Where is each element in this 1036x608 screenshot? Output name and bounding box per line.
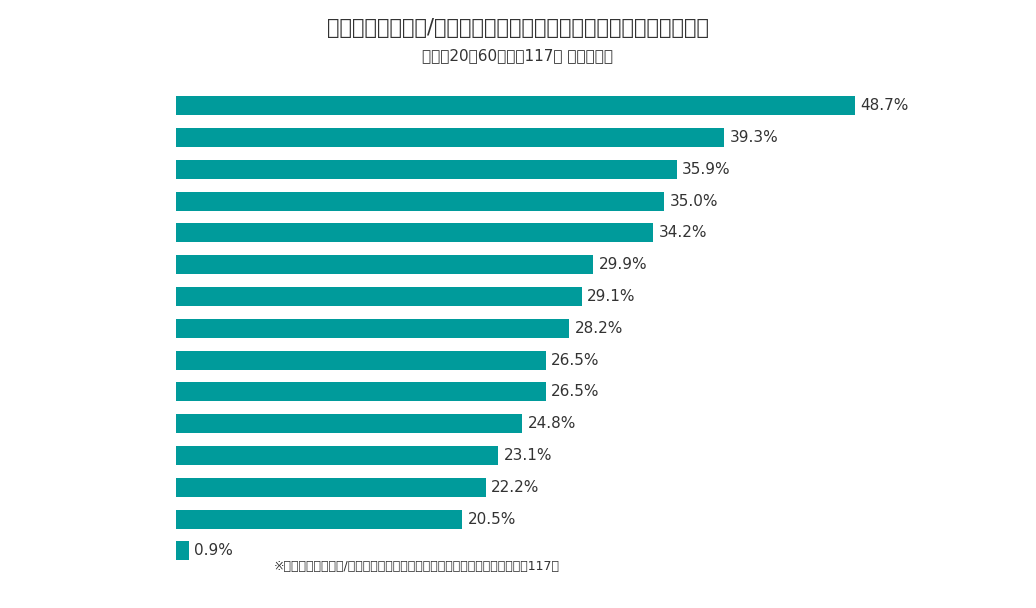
Bar: [176, 351, 546, 370]
Text: 短鎖脂肪酸の摂取/産生によってどのような効果を実感していますか: 短鎖脂肪酸の摂取/産生によってどのような効果を実感していますか: [327, 18, 709, 38]
Text: 39.3%: 39.3%: [729, 130, 778, 145]
Bar: [176, 446, 498, 465]
Bar: [176, 223, 653, 243]
Bar: [176, 192, 664, 210]
Text: （全国20〜60代男女117名 複数回答）: （全国20〜60代男女117名 複数回答）: [423, 49, 613, 64]
Bar: [176, 287, 582, 306]
Text: 0.9%: 0.9%: [194, 544, 233, 558]
Text: 22.2%: 22.2%: [491, 480, 540, 495]
Bar: [176, 414, 522, 434]
Bar: [176, 382, 546, 401]
Text: 26.5%: 26.5%: [551, 384, 600, 399]
Bar: [176, 96, 855, 116]
Text: 29.9%: 29.9%: [599, 257, 648, 272]
Bar: [176, 160, 677, 179]
Text: 34.2%: 34.2%: [659, 226, 707, 240]
Text: 26.5%: 26.5%: [551, 353, 600, 368]
Text: 35.9%: 35.9%: [682, 162, 730, 177]
Text: 28.2%: 28.2%: [575, 321, 623, 336]
Text: 35.0%: 35.0%: [669, 193, 718, 209]
Bar: [176, 319, 569, 338]
Text: 24.8%: 24.8%: [527, 416, 576, 431]
Bar: [176, 478, 486, 497]
Text: 23.1%: 23.1%: [503, 448, 552, 463]
Bar: [176, 255, 593, 274]
Bar: [176, 541, 189, 561]
Text: 29.1%: 29.1%: [587, 289, 636, 304]
Bar: [176, 510, 462, 529]
Bar: [176, 128, 724, 147]
Text: 48.7%: 48.7%: [861, 98, 909, 113]
Text: 20.5%: 20.5%: [467, 511, 516, 527]
Text: ※短鎖脂肪酸の摂取/産生を意識していて、効果を実感していると回答した117名: ※短鎖脂肪酸の摂取/産生を意識していて、効果を実感していると回答した117名: [274, 561, 559, 573]
